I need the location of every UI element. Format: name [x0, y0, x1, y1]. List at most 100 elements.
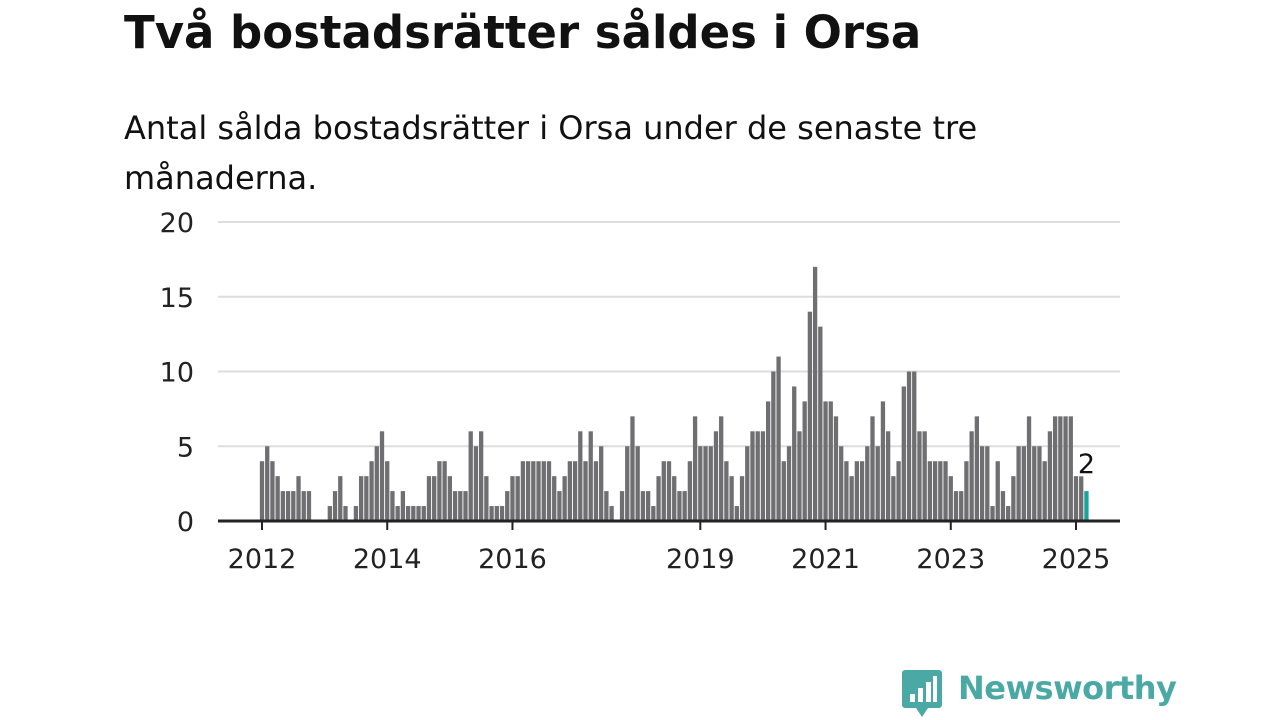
bar: [1068, 416, 1073, 521]
bar: [891, 476, 896, 521]
bar: [520, 461, 526, 521]
bar: [859, 461, 865, 521]
bar: [745, 446, 750, 521]
bar: [880, 401, 886, 521]
bar: [625, 446, 630, 521]
bar: [886, 431, 891, 521]
bar: [828, 401, 833, 521]
bar: [604, 491, 609, 521]
bar: [546, 461, 552, 521]
bar: [1073, 476, 1079, 521]
bar: [525, 461, 531, 521]
bar: [687, 461, 693, 521]
brand-name: Newsworthy: [958, 669, 1177, 707]
bar: [818, 326, 823, 521]
highlight-label: 2: [1078, 449, 1095, 480]
bar: [771, 371, 776, 521]
bar: [901, 386, 906, 521]
bar: [499, 506, 505, 521]
bar: [609, 506, 614, 521]
bar: [411, 506, 416, 521]
x-tick-label: 2023: [916, 544, 985, 575]
x-tick-label: 2016: [478, 544, 547, 575]
bar: [823, 401, 828, 521]
bar: [379, 431, 385, 521]
x-tick-label: 2021: [791, 544, 860, 575]
bar: [959, 491, 964, 521]
bar: [917, 431, 922, 521]
bar: [985, 446, 990, 521]
bar: [870, 416, 875, 521]
bar: [781, 461, 786, 521]
bar: [854, 461, 859, 521]
newsworthy-logo[interactable]: Newsworthy: [902, 669, 1177, 720]
bar: [536, 461, 541, 521]
bar: [776, 356, 781, 521]
bar: [541, 461, 546, 521]
y-tick-label: 20: [160, 208, 194, 239]
bar: [442, 461, 447, 521]
bar: [468, 431, 473, 521]
bar: [593, 461, 599, 521]
bar: [1016, 446, 1021, 521]
bar: [510, 476, 515, 521]
x-tick-label: 2012: [228, 544, 297, 575]
bar: [463, 491, 468, 521]
x-tick-label: 2014: [353, 544, 422, 575]
bar: [338, 476, 343, 521]
highlight-label-halo: 2: [1078, 449, 1095, 480]
y-tick-label: 10: [160, 358, 194, 389]
bar: [1000, 491, 1006, 521]
bar: [557, 491, 562, 521]
bar: [578, 431, 583, 521]
bar: [259, 461, 265, 521]
bar: [875, 446, 880, 521]
bar: [1058, 416, 1063, 521]
bar: [969, 431, 974, 521]
bar: [296, 476, 301, 521]
x-tick-label: 2019: [666, 544, 735, 575]
bar: [708, 446, 713, 521]
bar: [1079, 476, 1084, 521]
bar: [953, 491, 959, 521]
bar: [275, 476, 280, 521]
bar: [494, 506, 499, 521]
bar: [270, 461, 275, 521]
bar: [374, 446, 379, 521]
bar: [922, 431, 927, 521]
bar-highlight: [1084, 491, 1089, 521]
bar: [995, 461, 1000, 521]
bar: [979, 446, 985, 521]
bar: [974, 416, 980, 521]
bar: [797, 431, 802, 521]
bar: [385, 461, 390, 521]
bar: [1021, 446, 1026, 521]
bar: [719, 416, 724, 521]
bar: [285, 491, 291, 521]
bar: [750, 431, 755, 521]
bar: [938, 461, 943, 521]
bar: [802, 401, 807, 521]
bar: [1047, 431, 1053, 521]
bar: [1037, 446, 1042, 521]
bar: [567, 461, 573, 521]
bar: [672, 476, 677, 521]
bar: [421, 506, 426, 521]
bar: [291, 491, 296, 521]
bar: [447, 476, 452, 521]
bar: [912, 371, 917, 521]
bar: [473, 446, 479, 521]
bar: [656, 476, 661, 521]
bar: [849, 476, 854, 521]
bar: [343, 506, 348, 521]
bar: [280, 491, 286, 521]
bar: [792, 386, 797, 521]
bar: [661, 461, 666, 521]
bar: [755, 431, 760, 521]
bar: [1006, 506, 1011, 521]
y-tick-label: 5: [177, 432, 194, 463]
bar: [630, 416, 635, 521]
y-tick-label: 15: [160, 283, 194, 314]
bar: [416, 506, 421, 521]
